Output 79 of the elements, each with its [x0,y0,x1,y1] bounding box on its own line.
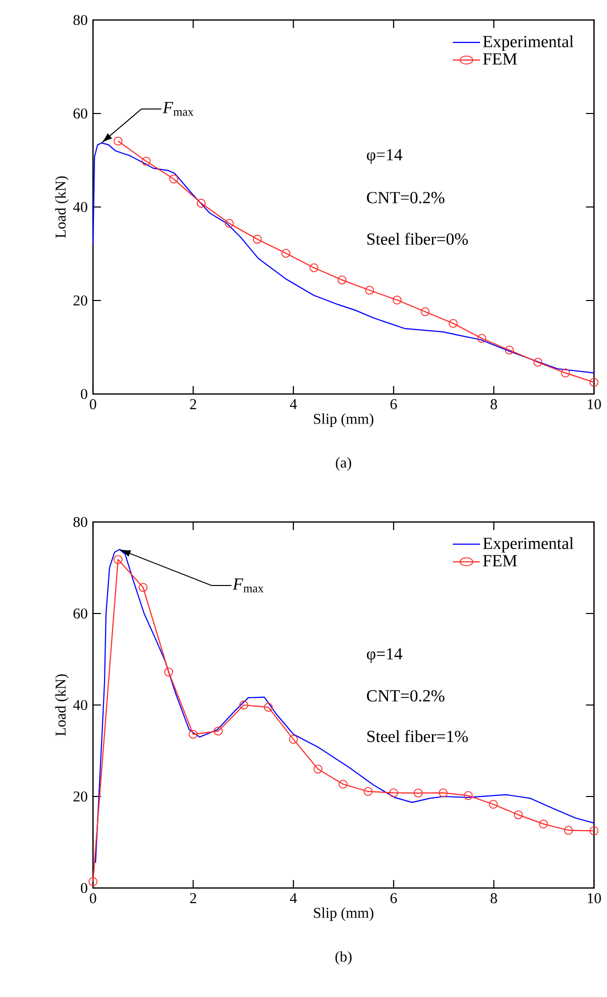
point [420,307,430,316]
point [169,174,178,184]
y-tick-label: 40 [73,202,88,212]
point [392,296,402,304]
point [389,788,398,798]
x-tick-label: 2 [190,399,196,410]
legend-label: FEM [483,555,517,566]
point [488,800,498,809]
legend-label: Experimental [483,35,574,51]
point [590,378,598,387]
point [448,318,458,328]
annotation: CNT=0.2% [366,192,444,204]
y-tick-label: 20 [74,791,88,802]
point [288,734,298,744]
x-tick-label: 10 [588,893,601,904]
y-axis-title: Load (kN) [55,674,69,736]
x-tick-label: 10 [588,399,601,410]
y-axis-title: Load (kN) [55,176,69,238]
point [188,730,198,739]
point [214,726,223,736]
point [365,286,374,295]
y-tick-label: 60 [74,108,88,119]
annotation: φ=14 [366,648,402,663]
point [414,788,423,798]
point [314,764,322,774]
x-tick-label: 0 [90,893,96,904]
point [309,263,318,272]
x-tick-label: 0 [90,399,96,410]
point [114,555,122,564]
x-axis-title: Slip (mm) [314,413,374,427]
point [88,877,98,886]
annotation: Steel fiber=1% [367,730,468,742]
y-tick-label: 0 [80,882,88,894]
y-tick-label: 80 [73,516,88,528]
annotation: F$_{max}$ [232,578,264,592]
x-tick-label: 6 [390,893,397,904]
y-tick-label: 0 [80,388,88,400]
y-tick-label: 60 [74,608,88,619]
y-tick-label: 80 [73,14,88,26]
annotation: Steel fiber=0% [367,232,468,245]
point [533,358,542,367]
annotation: φ=14 [366,149,402,164]
legend-label: Experimental [483,537,574,553]
y-tick-label: 20 [74,295,88,306]
point [142,156,151,166]
point [514,810,523,820]
point [114,136,122,146]
x-tick-label: 2 [190,893,196,904]
point [364,787,373,796]
annotation: F$_{max}$ [162,102,194,116]
point [338,275,346,284]
point [564,826,573,835]
x-tick-label: 4 [290,399,297,410]
point [477,334,486,343]
text: (a) [336,457,352,471]
x-tick-label: 4 [290,893,297,904]
x-tick-label: 8 [490,893,497,904]
point [504,346,514,354]
point [239,700,248,710]
point [438,788,448,798]
point [338,780,348,789]
point [264,702,273,712]
point [464,791,473,800]
legend-label: FEM [483,53,517,64]
point [561,368,570,378]
point [138,582,148,592]
point [281,248,290,258]
point [164,668,174,677]
point [224,218,234,228]
x-axis-title: Slip (mm) [314,907,374,921]
annotation: CNT=0.2% [366,690,444,702]
x-tick-label: 6 [390,399,397,410]
point [196,198,206,208]
point [252,234,262,244]
text: (b) [335,951,352,965]
y-tick-label: 40 [73,700,88,710]
point [538,820,548,828]
x-tick-label: 8 [490,399,497,410]
point [590,826,598,836]
